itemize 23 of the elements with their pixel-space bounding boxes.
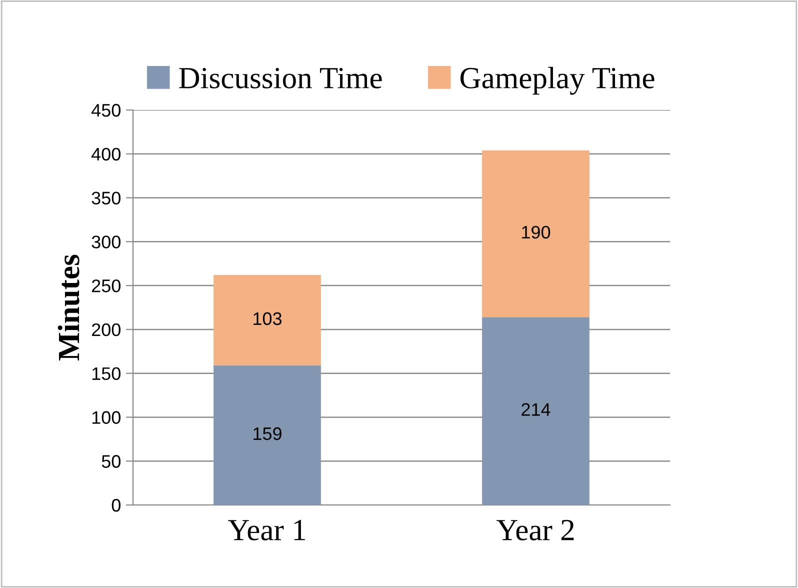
y-axis-title: Minutes xyxy=(58,254,80,360)
bar xyxy=(214,275,321,366)
y-tick-label: 450 xyxy=(91,104,120,117)
y-tick-label: 350 xyxy=(92,192,120,204)
y-tick-label: 150 xyxy=(92,367,120,380)
y-tick-label: 250 xyxy=(92,279,120,292)
x-tick-label: Year 1 xyxy=(228,520,306,540)
data-label: 190 xyxy=(522,226,550,239)
legend-label: Gameplay Time xyxy=(460,66,654,95)
data-label: 103 xyxy=(254,312,282,326)
y-tick-label: 400 xyxy=(91,148,120,161)
y-tick-label: 0 xyxy=(112,498,120,512)
y-tick-label: 200 xyxy=(92,323,120,336)
legend-label: Discussion Time xyxy=(179,68,382,88)
y-tick-label: 50 xyxy=(102,455,120,468)
data-label: 214 xyxy=(522,403,550,416)
y-tick-label: 100 xyxy=(92,411,120,424)
bar xyxy=(482,150,590,318)
y-tick-label: 300 xyxy=(92,236,120,248)
bar xyxy=(482,317,590,505)
data-label: 159 xyxy=(254,427,282,440)
x-tick-label: Year 2 xyxy=(496,520,574,540)
bar xyxy=(214,365,321,505)
